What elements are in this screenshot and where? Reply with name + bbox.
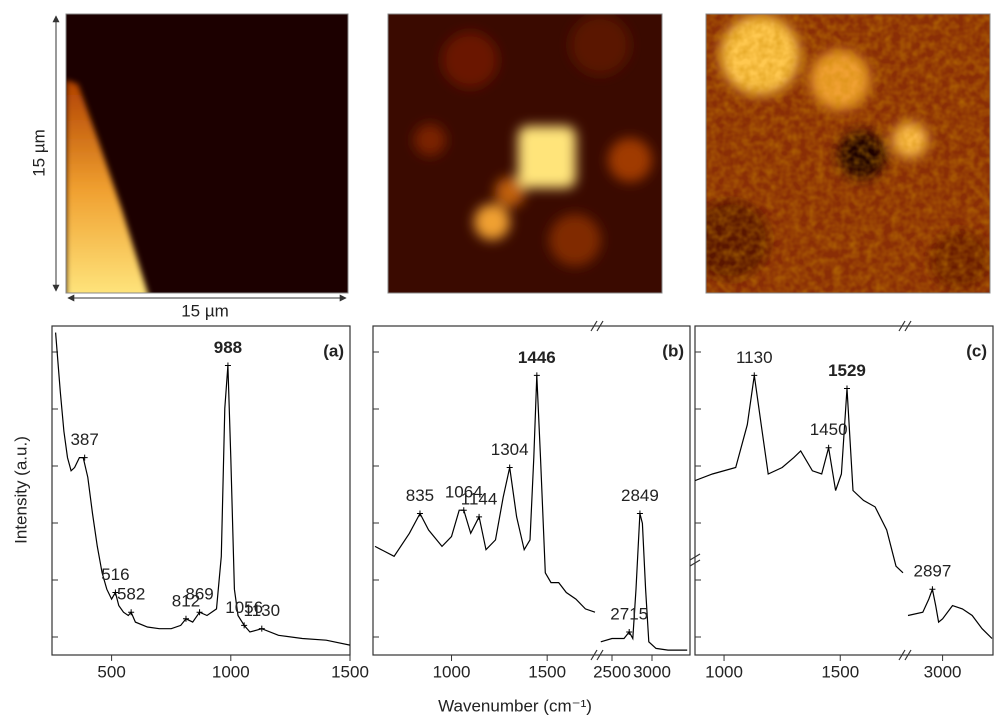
raman-map	[66, 14, 348, 293]
plot-frame	[694, 325, 994, 656]
peak-label: 2715	[610, 604, 648, 623]
scale-label: 15 µm	[181, 301, 229, 320]
peak-marker	[196, 609, 203, 616]
peak-label: 2897	[913, 562, 951, 581]
peak-marker	[128, 609, 135, 616]
axis-break	[590, 649, 598, 661]
x-tick-label: 1000	[433, 662, 471, 681]
spectrum-line	[374, 375, 596, 613]
peak-label: 1144	[461, 489, 498, 508]
peak-label: 988	[214, 338, 242, 357]
plot-area	[695, 375, 993, 639]
peak-label: 1064	[445, 483, 483, 502]
peak-label: 869	[185, 585, 213, 604]
axis-break	[898, 320, 906, 332]
x-tick-label: 500	[97, 662, 125, 681]
peak-marker	[476, 513, 483, 520]
x-tick-label: 3000	[924, 662, 962, 681]
peak-label: 582	[117, 585, 145, 604]
panel-label: (c)	[966, 341, 987, 360]
raman-map	[388, 14, 662, 293]
peak-marker	[636, 510, 643, 517]
peak-label: 2849	[621, 486, 659, 505]
peak-marker	[258, 625, 265, 632]
peak-label: 1130	[736, 348, 773, 367]
spectrum-line	[600, 513, 688, 651]
peak-label: 516	[101, 565, 129, 584]
peak-label: 1304	[491, 440, 529, 459]
plot-frame	[372, 325, 691, 656]
peak-marker	[751, 372, 758, 379]
x-tick-label: 3000	[633, 662, 671, 681]
peak-marker	[460, 507, 467, 514]
axis-break	[904, 649, 912, 661]
peak-label: 387	[70, 430, 98, 449]
axis-break	[898, 649, 906, 661]
peak-label: 1446	[518, 348, 556, 367]
peak-label: 835	[406, 486, 434, 505]
peak-marker	[224, 362, 231, 369]
peak-marker	[533, 372, 540, 379]
axis-break	[904, 320, 912, 332]
x-tick-label: 1500	[821, 662, 859, 681]
peak-marker	[843, 385, 850, 392]
peak-marker	[416, 510, 423, 517]
peak-marker	[112, 589, 119, 596]
peak-marker	[626, 628, 633, 635]
plot-frame	[51, 325, 351, 656]
peak-marker	[825, 444, 832, 451]
x-tick-label: 1500	[331, 662, 369, 681]
peak-marker	[506, 464, 513, 471]
peak-label: 812	[172, 591, 200, 610]
peak-marker	[929, 586, 936, 593]
peak-label: 1529	[828, 361, 866, 380]
y-axis-label: Intensity (a.u.)	[11, 436, 30, 544]
peak-label: 1056	[225, 598, 263, 617]
panel-label: (a)	[323, 341, 344, 360]
axis-break	[590, 320, 598, 332]
peak-marker	[241, 622, 248, 629]
panel-label: (b)	[662, 341, 684, 360]
scale-label: 15 µm	[29, 129, 48, 177]
x-tick-label: 2500	[593, 662, 631, 681]
peak-marker	[81, 454, 88, 461]
x-axis-label: Wavenumber (cm⁻¹)	[438, 696, 592, 715]
x-tick-label: 1500	[528, 662, 566, 681]
spectrum-line	[695, 375, 904, 574]
raman-map	[706, 14, 990, 293]
peak-marker	[182, 615, 189, 622]
peak-label: 1450	[810, 420, 848, 439]
axis-break	[596, 649, 604, 661]
peak-label: 1130	[244, 601, 281, 620]
x-tick-label: 1000	[705, 662, 743, 681]
axis-break	[596, 320, 604, 332]
x-tick-label: 1000	[212, 662, 250, 681]
spectrum-line	[907, 586, 993, 639]
